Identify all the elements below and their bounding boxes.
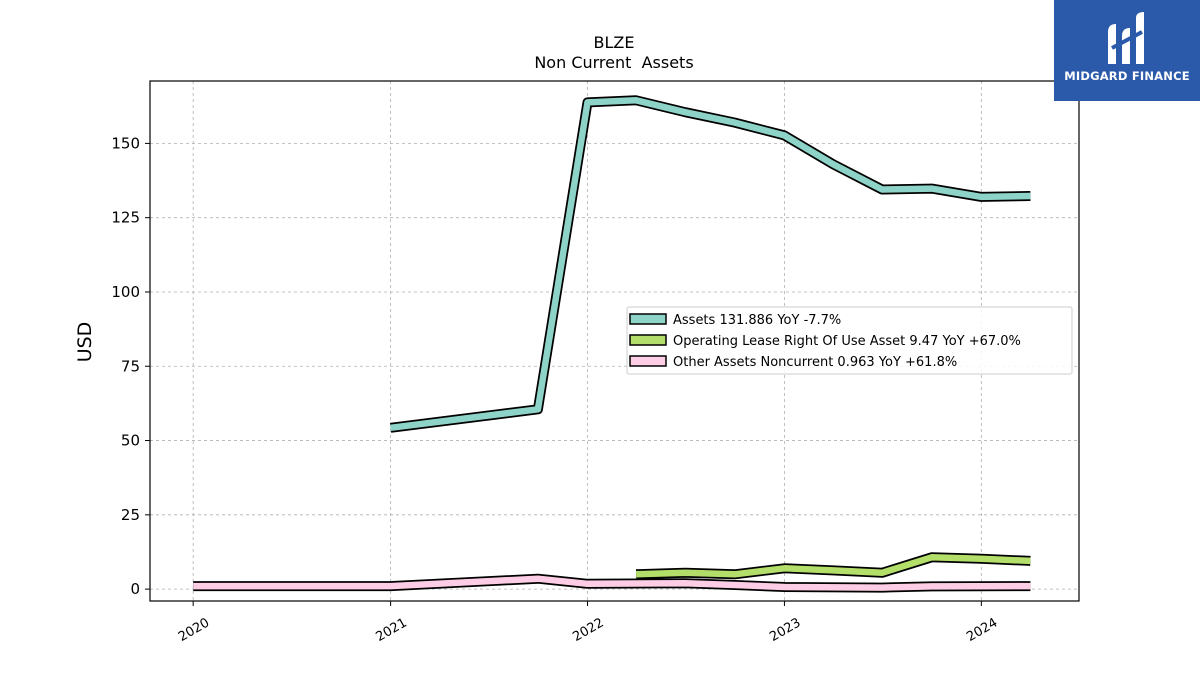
series-line [636,554,1031,578]
y-axis-label: USD [74,322,96,363]
x-tick-label: 2021 [373,615,409,645]
plot-frame [149,80,1080,602]
x-tick-label: 2023 [767,615,803,645]
series-line [390,97,1031,432]
series-line-outline [389,95,1031,433]
series-line [193,575,1031,591]
legend-swatch [629,355,667,367]
legend-swatch [629,313,667,325]
series-layer [193,95,1031,593]
y-tick-label: 0 [130,580,140,598]
legend-label: Operating Lease Right Of Use Asset 9.47 … [673,334,1021,349]
brand-logo: MIDGARD FINANCE [1054,0,1200,101]
x-axis: 2020 2021 2022 2023 2024 [176,601,1000,645]
brand-name: MIDGARD FINANCE [1064,69,1190,83]
chart-subtitle: Non Current Assets [534,53,693,72]
y-axis: 0 25 50 75 100 125 150 [111,134,150,598]
y-tick-label: 25 [121,506,140,524]
y-tick-label: 50 [121,432,140,450]
y-tick-label: 150 [111,134,140,152]
y-tick-label: 75 [121,357,140,375]
x-tick-label: 2022 [570,615,606,645]
legend-box [626,306,1073,375]
x-tick-label: 2020 [176,615,212,645]
y-tick-label: 125 [111,209,140,227]
chart-title: BLZE [594,33,635,52]
legend-label: Other Assets Noncurrent 0.963 YoY +61.8% [673,355,957,370]
x-tick-label: 2024 [964,615,1000,645]
legend-label: Assets 131.886 YoY -7.7% [673,313,841,328]
y-tick-label: 100 [111,283,140,301]
legend-swatch [629,334,667,346]
legend: Assets 131.886 YoY -7.7% Operating Lease … [626,306,1073,375]
logo-icon [1108,12,1144,64]
